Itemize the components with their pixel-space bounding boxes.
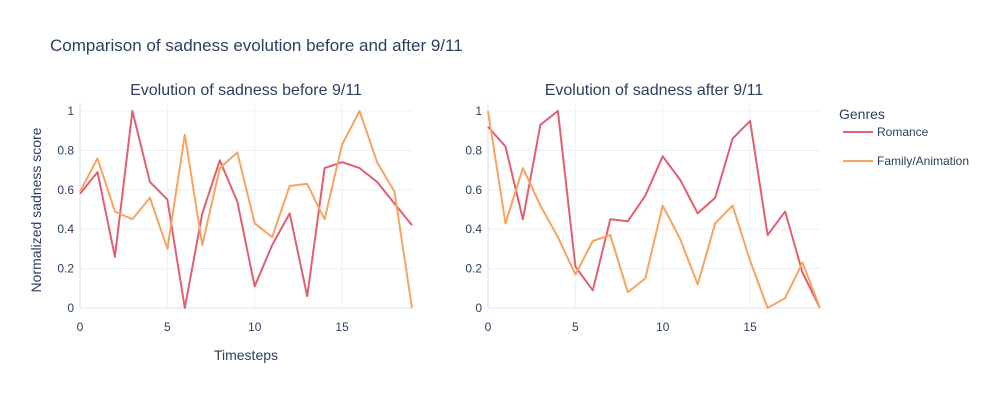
y-tick-label: 1 [475,104,482,118]
y-tick-label: 0.6 [465,183,482,197]
y-tick-label: 0.4 [57,222,74,236]
y-tick-label: 0.2 [465,262,482,276]
chart-main-title: Comparison of sadness evolution before a… [50,36,463,55]
y-tick-label: 0.8 [465,143,482,157]
legend-title: Genres [839,106,885,122]
x-tick-label: 10 [656,320,670,334]
gridlines [487,103,820,309]
x-tick-label: 0 [485,320,492,334]
y-axis-title: Normalized sadness score [28,127,44,292]
panel-before: Evolution of sadness before 9/11 Timeste… [28,82,413,363]
panel-after: Evolution of sadness after 9/11 0 0.2 0.4 0… [465,82,821,334]
series-line-family-animation[interactable] [487,110,821,309]
series-line-romance[interactable] [487,110,821,309]
x-tick-label: 5 [164,320,171,334]
y-tick-label: 0 [475,301,482,315]
series-line-family-animation[interactable] [79,110,413,309]
panel-title-after: Evolution of sadness after 9/11 [545,82,764,99]
legend[interactable]: Genres Romance Family/Animation [839,106,969,168]
gridlines [79,103,412,309]
panel-title-before: Evolution of sadness before 9/11 [130,82,362,99]
legend-label-romance: Romance [877,125,929,139]
y-tick-label: 0 [67,301,74,315]
y-tick-label: 0.6 [57,183,74,197]
x-tick-label: 10 [248,320,262,334]
legend-label-family-animation: Family/Animation [877,154,969,168]
legend-item-romance[interactable]: Romance [843,125,929,139]
y-tick-label: 1 [67,104,74,118]
y-tick-label: 0.8 [57,143,74,157]
x-tick-label: 0 [77,320,84,334]
series-line-romance[interactable] [79,110,413,309]
y-tick-label: 0.2 [57,262,74,276]
x-axis-title: Timesteps [214,347,278,363]
x-tick-label: 15 [743,320,757,334]
x-tick-label: 5 [572,320,579,334]
x-tick-label: 15 [335,320,349,334]
legend-item-family-animation[interactable]: Family/Animation [843,154,969,168]
y-tick-label: 0.4 [465,222,482,236]
